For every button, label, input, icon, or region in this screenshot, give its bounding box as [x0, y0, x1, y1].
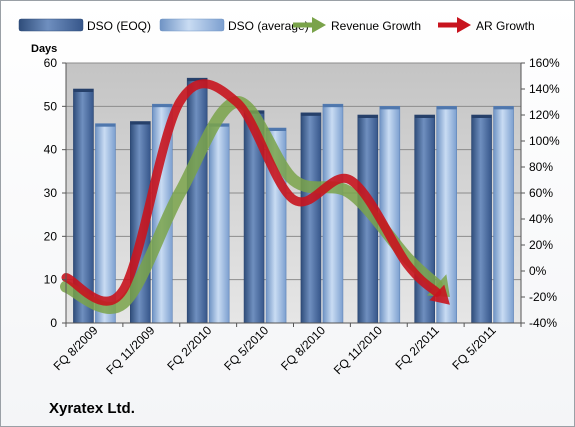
left-tick-label: 0	[50, 316, 57, 330]
x-tick-label: FQ 8/2010	[278, 323, 328, 373]
right-tick-label: 20%	[529, 238, 553, 252]
bar-dso-average	[322, 103, 344, 324]
company-name: Xyratex Ltd.	[49, 400, 135, 417]
x-axis-ticks: FQ 8/2009 FQ 11/2009 FQ 2/2010 FQ 5/2010 FQ …	[51, 323, 522, 377]
bar-cap-dso-average	[152, 104, 173, 108]
bar-cap-dso-eoq	[414, 115, 435, 118]
right-tick-label: -40%	[529, 316, 557, 330]
right-tick-label: 140%	[529, 82, 560, 96]
legend-label-ar-growth: AR Growth	[476, 19, 535, 33]
x-tick-label: FQ 5/2010	[221, 323, 271, 373]
left-tick-label: 30	[44, 186, 58, 200]
bar-cap-dso-eoq	[130, 121, 151, 125]
right-tick-label: 120%	[529, 108, 560, 122]
bar-cap-dso-eoq	[471, 115, 492, 118]
line-ar-growth	[61, 79, 442, 306]
legend-swatch-revenue-growth	[293, 17, 326, 33]
left-axis-ticks: 0 10 20 30 40 50 60	[44, 56, 66, 330]
x-tick-label: FQ 2/2010	[164, 323, 214, 373]
bar-dso-eoq	[300, 112, 322, 324]
bar-cap-dso-average	[436, 106, 457, 110]
left-tick-label: 60	[44, 56, 58, 70]
right-tick-label: 160%	[529, 56, 560, 70]
bar-dso-average	[493, 106, 514, 324]
legend-label-dso-average: DSO (average)	[228, 19, 309, 33]
left-axis-title: Days	[31, 43, 57, 55]
x-tick-label: FQ 8/2009	[51, 323, 101, 373]
bar-cap-dso-eoq	[300, 112, 321, 116]
right-tick-label: 40%	[529, 212, 553, 226]
right-axis-ticks: -40% -20% 0% 20% 40% 60% 80% 100% 120% 140% 160%	[521, 56, 560, 330]
bar-dso-average	[208, 123, 230, 324]
right-tick-label: 80%	[529, 160, 553, 174]
x-tick-label: FQ 11/2010	[331, 323, 385, 377]
bar-cap-dso-average	[266, 128, 287, 131]
x-tick-label: FQ 2/2011	[392, 323, 442, 373]
bar-dso-eoq	[186, 77, 208, 324]
legend-swatch-ar-growth	[438, 17, 471, 33]
legend: DSO (EOQ) DSO (average) Revenue Growth A…	[18, 17, 535, 33]
legend-swatch-dso-average	[159, 18, 225, 32]
left-tick-label: 20	[44, 229, 58, 243]
legend-label-revenue-growth: Revenue Growth	[331, 19, 421, 33]
x-tick-label: FQ 5/2011	[449, 323, 499, 373]
right-tick-label: -20%	[529, 290, 557, 304]
bar-cap-dso-average	[95, 123, 116, 127]
bar-dso-average	[95, 123, 116, 324]
legend-label-dso-eoq: DSO (EOQ)	[87, 19, 151, 33]
bar-cap-dso-average	[379, 106, 400, 110]
right-tick-label: 0%	[529, 264, 547, 278]
bar-cap-dso-average	[322, 104, 343, 108]
legend-swatch-dso-eoq	[18, 18, 84, 32]
arrowhead-ar-growth	[429, 284, 450, 305]
bar-dso-eoq	[471, 114, 492, 324]
bar-cap-dso-eoq	[187, 78, 208, 82]
left-tick-label: 50	[44, 99, 58, 113]
right-tick-label: 100%	[529, 134, 560, 148]
bar-cap-dso-eoq	[357, 115, 378, 118]
left-tick-label: 40	[44, 143, 58, 157]
right-tick-label: 60%	[529, 186, 553, 200]
growth-lines	[60, 79, 450, 314]
bar-cap-dso-eoq	[73, 89, 94, 92]
x-tick-label: FQ 11/2009	[103, 323, 157, 377]
bar-cap-dso-average	[493, 106, 514, 110]
bars	[73, 77, 514, 324]
left-tick-label: 10	[44, 273, 58, 287]
